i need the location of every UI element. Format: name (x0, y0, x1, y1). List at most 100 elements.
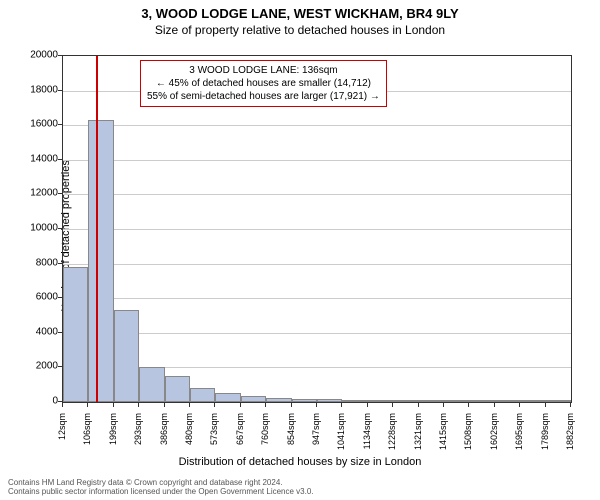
y-tick-label: 8000 (18, 257, 58, 268)
y-tick-label: 18000 (18, 84, 58, 95)
grid-line (63, 125, 571, 126)
x-tick-label: 386sqm (159, 413, 169, 463)
x-tick (214, 403, 215, 407)
x-tick (189, 403, 190, 407)
grid-line (63, 194, 571, 195)
y-tick (58, 297, 62, 298)
y-tick-label: 20000 (18, 50, 58, 61)
x-tick (468, 403, 469, 407)
x-tick-label: 1228sqm (387, 413, 397, 463)
grid-line (63, 333, 571, 334)
grid-line (63, 264, 571, 265)
chart-container: 3, WOOD LODGE LANE, WEST WICKHAM, BR4 9L… (0, 0, 600, 500)
marker-line (96, 56, 98, 402)
footer-line1: Contains HM Land Registry data © Crown c… (8, 478, 314, 488)
histogram-bar (88, 120, 113, 402)
x-tick (545, 403, 546, 407)
histogram-bar (419, 400, 444, 402)
grid-line (63, 229, 571, 230)
x-tick-label: 947sqm (311, 413, 321, 463)
histogram-bar (546, 400, 571, 402)
x-tick-label: 480sqm (184, 413, 194, 463)
histogram-bar (495, 400, 520, 402)
x-tick-label: 1789sqm (540, 413, 550, 463)
y-tick (58, 332, 62, 333)
x-tick (367, 403, 368, 407)
annotation-line3: 55% of semi-detached houses are larger (… (147, 90, 380, 103)
x-tick-label: 573sqm (209, 413, 219, 463)
x-tick (519, 403, 520, 407)
x-tick (265, 403, 266, 407)
grid-line (63, 160, 571, 161)
histogram-bar (241, 396, 266, 402)
histogram-bar (444, 400, 469, 402)
y-tick (58, 90, 62, 91)
annotation-line2: ← 45% of detached houses are smaller (14… (147, 77, 380, 90)
x-tick-label: 1508sqm (463, 413, 473, 463)
y-tick (58, 124, 62, 125)
y-tick-label: 16000 (18, 119, 58, 130)
x-tick (291, 403, 292, 407)
histogram-bar (139, 367, 164, 402)
y-tick-label: 10000 (18, 223, 58, 234)
y-tick (58, 263, 62, 264)
x-tick-label: 854sqm (286, 413, 296, 463)
x-tick-label: 760sqm (260, 413, 270, 463)
x-tick (392, 403, 393, 407)
histogram-bar (292, 399, 317, 402)
y-tick-label: 2000 (18, 361, 58, 372)
x-tick-label: 1321sqm (413, 413, 423, 463)
x-tick-label: 1602sqm (489, 413, 499, 463)
chart-subtitle: Size of property relative to detached ho… (0, 21, 600, 37)
y-tick (58, 55, 62, 56)
x-tick-label: 199sqm (108, 413, 118, 463)
footer-text: Contains HM Land Registry data © Crown c… (8, 478, 314, 497)
histogram-bar (63, 267, 88, 402)
x-tick-label: 12sqm (57, 413, 67, 463)
histogram-bar (520, 400, 545, 402)
histogram-bar (342, 400, 367, 402)
y-tick-label: 6000 (18, 292, 58, 303)
y-tick-label: 12000 (18, 188, 58, 199)
x-tick (138, 403, 139, 407)
y-tick (58, 401, 62, 402)
histogram-bar (368, 400, 393, 402)
y-tick (58, 193, 62, 194)
y-tick (58, 228, 62, 229)
y-tick-label: 14000 (18, 153, 58, 164)
annotation-line1: 3 WOOD LODGE LANE: 136sqm (147, 64, 380, 77)
x-tick (62, 403, 63, 407)
histogram-bar (190, 388, 215, 402)
histogram-bar (393, 400, 418, 402)
grid-line (63, 298, 571, 299)
x-tick-label: 1134sqm (362, 413, 372, 463)
x-tick-label: 1041sqm (336, 413, 346, 463)
y-tick (58, 159, 62, 160)
x-tick (418, 403, 419, 407)
x-tick-label: 106sqm (82, 413, 92, 463)
y-tick (58, 366, 62, 367)
histogram-bar (215, 393, 240, 402)
x-tick (341, 403, 342, 407)
x-tick-label: 667sqm (235, 413, 245, 463)
x-tick (316, 403, 317, 407)
x-tick (113, 403, 114, 407)
x-tick (443, 403, 444, 407)
histogram-bar (114, 310, 139, 402)
x-tick (164, 403, 165, 407)
y-tick-label: 0 (18, 396, 58, 407)
x-tick (570, 403, 571, 407)
histogram-bar (317, 399, 342, 402)
chart-title: 3, WOOD LODGE LANE, WEST WICKHAM, BR4 9L… (0, 0, 600, 21)
x-tick (240, 403, 241, 407)
x-tick-label: 1415sqm (438, 413, 448, 463)
footer-line2: Contains public sector information licen… (8, 487, 314, 497)
plot-area (62, 55, 572, 403)
x-tick-label: 293sqm (133, 413, 143, 463)
histogram-bar (165, 376, 190, 402)
x-tick-label: 1695sqm (514, 413, 524, 463)
y-tick-label: 4000 (18, 326, 58, 337)
annotation-box: 3 WOOD LODGE LANE: 136sqm ← 45% of detac… (140, 60, 387, 107)
histogram-bar (469, 400, 494, 402)
histogram-bar (266, 398, 291, 402)
